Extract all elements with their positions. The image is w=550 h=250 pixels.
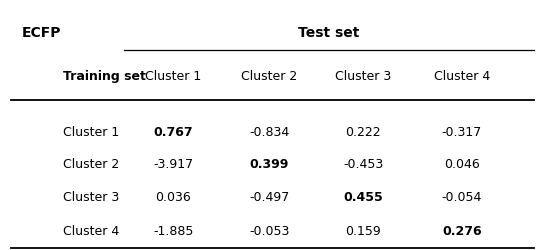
Text: Cluster 4: Cluster 4 <box>434 70 490 83</box>
Text: Cluster 3: Cluster 3 <box>335 70 391 83</box>
Text: -0.497: -0.497 <box>249 191 290 204</box>
Text: ECFP: ECFP <box>22 26 62 40</box>
Text: -0.453: -0.453 <box>343 158 383 172</box>
Text: -3.917: -3.917 <box>153 158 193 172</box>
Text: Cluster 2: Cluster 2 <box>63 158 119 172</box>
Text: Training set: Training set <box>63 70 146 83</box>
Text: 0.767: 0.767 <box>153 126 193 139</box>
Text: Cluster 1: Cluster 1 <box>63 126 119 139</box>
Text: 0.036: 0.036 <box>155 191 191 204</box>
Text: 0.276: 0.276 <box>442 225 482 238</box>
Text: -0.834: -0.834 <box>249 126 290 139</box>
Text: 0.222: 0.222 <box>345 126 381 139</box>
Text: Cluster 3: Cluster 3 <box>63 191 119 204</box>
Text: Cluster 2: Cluster 2 <box>241 70 298 83</box>
Text: -0.054: -0.054 <box>442 191 482 204</box>
Text: 0.399: 0.399 <box>250 158 289 172</box>
Text: Cluster 1: Cluster 1 <box>145 70 201 83</box>
Text: Test set: Test set <box>298 26 359 40</box>
Text: -0.317: -0.317 <box>442 126 482 139</box>
Text: 0.159: 0.159 <box>345 225 381 238</box>
Text: Cluster 4: Cluster 4 <box>63 225 119 238</box>
Text: -1.885: -1.885 <box>153 225 194 238</box>
Text: 0.046: 0.046 <box>444 158 480 172</box>
Text: 0.455: 0.455 <box>343 191 383 204</box>
Text: -0.053: -0.053 <box>249 225 290 238</box>
